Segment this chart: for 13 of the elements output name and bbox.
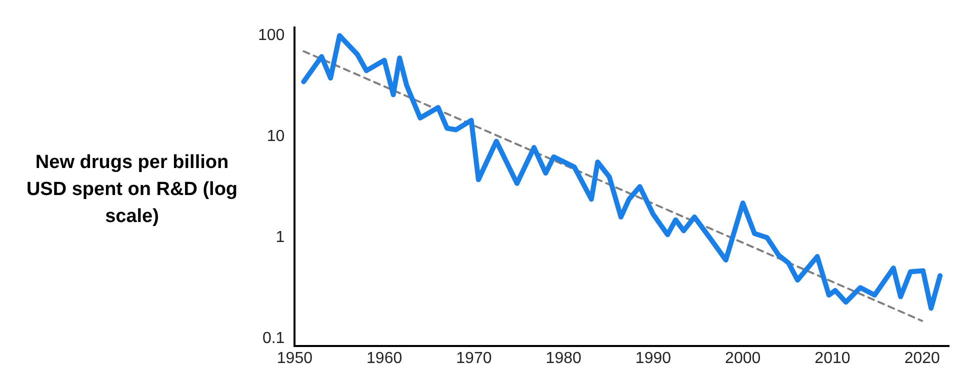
y-axis-title: New drugs per billion USD spent on R&D (log scale) [25,151,239,229]
x-tick-label: 1960 [366,350,402,367]
x-tick-label: 2010 [814,350,850,367]
x-tick-label: 1980 [546,350,582,367]
x-tick-label: 1990 [635,350,672,367]
x-tick-label: 1950 [276,350,313,367]
x-tick-label: 2000 [725,350,761,367]
y-tick-label: 1 [276,229,285,246]
x-tick-label: 2020 [904,350,940,367]
y-tick-label: 10 [266,128,285,146]
y-tick-label: 0.1 [262,330,285,348]
x-tick-label: 1970 [456,350,492,367]
y-tick-label: 100 [258,27,285,44]
